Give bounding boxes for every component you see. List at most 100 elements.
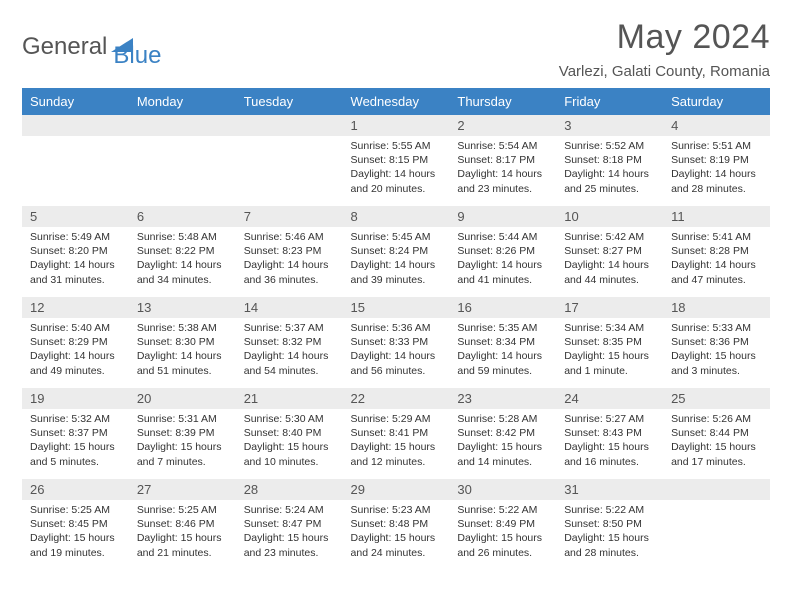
day-number: 14 xyxy=(236,297,343,318)
day-number: 19 xyxy=(22,388,129,409)
day-number-cell: 19 xyxy=(22,388,129,409)
day-info-cell: Sunrise: 5:52 AMSunset: 8:18 PMDaylight:… xyxy=(556,136,663,206)
day-number-cell: 22 xyxy=(343,388,450,409)
day-info-cell: Sunrise: 5:34 AMSunset: 8:35 PMDaylight:… xyxy=(556,318,663,388)
day-number-cell xyxy=(22,115,129,136)
day-number: 23 xyxy=(449,388,556,409)
day-info: Sunrise: 5:24 AMSunset: 8:47 PMDaylight:… xyxy=(236,500,343,566)
day-number: 3 xyxy=(556,115,663,136)
day-info: Sunrise: 5:38 AMSunset: 8:30 PMDaylight:… xyxy=(129,318,236,384)
day-number: 12 xyxy=(22,297,129,318)
day-info-cell: Sunrise: 5:45 AMSunset: 8:24 PMDaylight:… xyxy=(343,227,450,297)
day-number-cell xyxy=(236,115,343,136)
title-block: May 2024 Varlezi, Galati County, Romania xyxy=(559,18,770,80)
day-info-cell: Sunrise: 5:29 AMSunset: 8:41 PMDaylight:… xyxy=(343,409,450,479)
day-number: 15 xyxy=(343,297,450,318)
day-info: Sunrise: 5:22 AMSunset: 8:49 PMDaylight:… xyxy=(449,500,556,566)
day-number: 4 xyxy=(663,115,770,136)
day-info: Sunrise: 5:37 AMSunset: 8:32 PMDaylight:… xyxy=(236,318,343,384)
weekday-header: Friday xyxy=(556,88,663,115)
day-number: 9 xyxy=(449,206,556,227)
day-number-row: 12131415161718 xyxy=(22,297,770,318)
day-number-cell xyxy=(129,115,236,136)
day-number: 1 xyxy=(343,115,450,136)
day-info: Sunrise: 5:42 AMSunset: 8:27 PMDaylight:… xyxy=(556,227,663,293)
day-number-cell: 25 xyxy=(663,388,770,409)
day-info-cell: Sunrise: 5:31 AMSunset: 8:39 PMDaylight:… xyxy=(129,409,236,479)
day-info: Sunrise: 5:25 AMSunset: 8:45 PMDaylight:… xyxy=(22,500,129,566)
day-info: Sunrise: 5:46 AMSunset: 8:23 PMDaylight:… xyxy=(236,227,343,293)
day-info: Sunrise: 5:28 AMSunset: 8:42 PMDaylight:… xyxy=(449,409,556,475)
weekday-header: Wednesday xyxy=(343,88,450,115)
day-info-row: Sunrise: 5:49 AMSunset: 8:20 PMDaylight:… xyxy=(22,227,770,297)
day-info: Sunrise: 5:27 AMSunset: 8:43 PMDaylight:… xyxy=(556,409,663,475)
weekday-header: Sunday xyxy=(22,88,129,115)
day-info: Sunrise: 5:25 AMSunset: 8:46 PMDaylight:… xyxy=(129,500,236,566)
day-number-cell: 14 xyxy=(236,297,343,318)
day-number-cell: 27 xyxy=(129,479,236,500)
day-number-cell: 28 xyxy=(236,479,343,500)
day-number-row: 19202122232425 xyxy=(22,388,770,409)
day-number-cell: 15 xyxy=(343,297,450,318)
day-info-cell: Sunrise: 5:25 AMSunset: 8:45 PMDaylight:… xyxy=(22,500,129,570)
weekday-header-row: Sunday Monday Tuesday Wednesday Thursday… xyxy=(22,88,770,115)
day-info: Sunrise: 5:51 AMSunset: 8:19 PMDaylight:… xyxy=(663,136,770,202)
day-number: 16 xyxy=(449,297,556,318)
day-number: 25 xyxy=(663,388,770,409)
day-number-cell: 8 xyxy=(343,206,450,227)
day-number-cell: 2 xyxy=(449,115,556,136)
calendar-page: General Blue May 2024 Varlezi, Galati Co… xyxy=(0,0,792,570)
day-number-cell: 7 xyxy=(236,206,343,227)
day-number-cell: 11 xyxy=(663,206,770,227)
day-info-cell: Sunrise: 5:48 AMSunset: 8:22 PMDaylight:… xyxy=(129,227,236,297)
day-info-cell: Sunrise: 5:54 AMSunset: 8:17 PMDaylight:… xyxy=(449,136,556,206)
day-number-row: 567891011 xyxy=(22,206,770,227)
day-number: 29 xyxy=(343,479,450,500)
day-info-row: Sunrise: 5:25 AMSunset: 8:45 PMDaylight:… xyxy=(22,500,770,570)
day-number-cell: 3 xyxy=(556,115,663,136)
day-number-cell: 20 xyxy=(129,388,236,409)
day-info-cell: Sunrise: 5:35 AMSunset: 8:34 PMDaylight:… xyxy=(449,318,556,388)
day-info-cell: Sunrise: 5:26 AMSunset: 8:44 PMDaylight:… xyxy=(663,409,770,479)
day-number: 5 xyxy=(22,206,129,227)
day-number-cell: 5 xyxy=(22,206,129,227)
day-info-cell: Sunrise: 5:37 AMSunset: 8:32 PMDaylight:… xyxy=(236,318,343,388)
day-number: 22 xyxy=(343,388,450,409)
day-info-row: Sunrise: 5:32 AMSunset: 8:37 PMDaylight:… xyxy=(22,409,770,479)
day-number: 28 xyxy=(236,479,343,500)
day-info-cell: Sunrise: 5:51 AMSunset: 8:19 PMDaylight:… xyxy=(663,136,770,206)
day-number-cell: 1 xyxy=(343,115,450,136)
day-info-cell: Sunrise: 5:44 AMSunset: 8:26 PMDaylight:… xyxy=(449,227,556,297)
day-info: Sunrise: 5:54 AMSunset: 8:17 PMDaylight:… xyxy=(449,136,556,202)
calendar-body: 1234Sunrise: 5:55 AMSunset: 8:15 PMDayli… xyxy=(22,115,770,570)
day-info: Sunrise: 5:31 AMSunset: 8:39 PMDaylight:… xyxy=(129,409,236,475)
day-info: Sunrise: 5:32 AMSunset: 8:37 PMDaylight:… xyxy=(22,409,129,475)
day-number: 27 xyxy=(129,479,236,500)
day-number-row: 262728293031 xyxy=(22,479,770,500)
day-info-cell: Sunrise: 5:24 AMSunset: 8:47 PMDaylight:… xyxy=(236,500,343,570)
day-number-cell: 16 xyxy=(449,297,556,318)
day-number-cell: 4 xyxy=(663,115,770,136)
day-info: Sunrise: 5:49 AMSunset: 8:20 PMDaylight:… xyxy=(22,227,129,293)
day-number-cell: 24 xyxy=(556,388,663,409)
day-number-cell: 17 xyxy=(556,297,663,318)
day-number-cell: 31 xyxy=(556,479,663,500)
brand-logo: General Blue xyxy=(22,18,161,70)
day-number-cell: 6 xyxy=(129,206,236,227)
day-info-cell: Sunrise: 5:30 AMSunset: 8:40 PMDaylight:… xyxy=(236,409,343,479)
day-info: Sunrise: 5:22 AMSunset: 8:50 PMDaylight:… xyxy=(556,500,663,566)
brand-text-2: Blue xyxy=(113,42,161,69)
day-info-cell: Sunrise: 5:46 AMSunset: 8:23 PMDaylight:… xyxy=(236,227,343,297)
day-number-cell: 21 xyxy=(236,388,343,409)
day-info: Sunrise: 5:29 AMSunset: 8:41 PMDaylight:… xyxy=(343,409,450,475)
page-header: General Blue May 2024 Varlezi, Galati Co… xyxy=(22,18,770,80)
day-number: 21 xyxy=(236,388,343,409)
day-info: Sunrise: 5:26 AMSunset: 8:44 PMDaylight:… xyxy=(663,409,770,475)
brand-text-1: General xyxy=(22,33,107,61)
day-info-cell: Sunrise: 5:27 AMSunset: 8:43 PMDaylight:… xyxy=(556,409,663,479)
day-number: 10 xyxy=(556,206,663,227)
day-info-cell: Sunrise: 5:40 AMSunset: 8:29 PMDaylight:… xyxy=(22,318,129,388)
day-info: Sunrise: 5:44 AMSunset: 8:26 PMDaylight:… xyxy=(449,227,556,293)
day-number-cell: 30 xyxy=(449,479,556,500)
day-info-cell: Sunrise: 5:38 AMSunset: 8:30 PMDaylight:… xyxy=(129,318,236,388)
